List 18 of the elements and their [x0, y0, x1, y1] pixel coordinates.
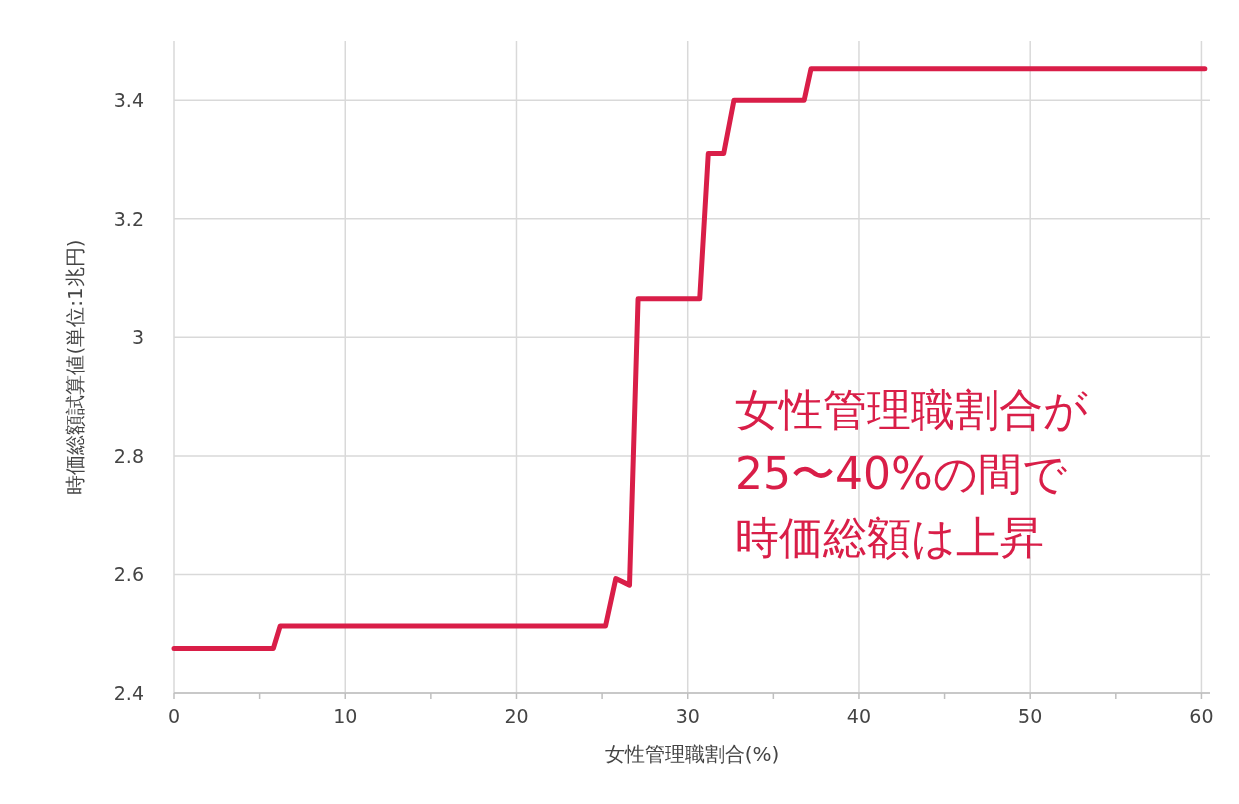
- x-axis-title: 女性管理職割合(%): [604, 742, 780, 766]
- x-tick-label: 50: [1018, 705, 1043, 727]
- x-tick-label: 30: [675, 705, 700, 727]
- x-tick-label: 60: [1189, 705, 1214, 727]
- y-axis-title: 時価総額試算値(単位:1兆円): [63, 239, 87, 495]
- x-tick-label: 10: [333, 705, 358, 727]
- x-tick-label: 0: [167, 705, 181, 727]
- y-tick-label: 3.4: [113, 89, 144, 112]
- y-tick-label: 3.2: [113, 207, 144, 230]
- annotation: 女性管理職割合が: [735, 384, 1088, 435]
- x-tick-label: 40: [846, 705, 872, 727]
- annotation: 時価総額は上昇: [735, 512, 1044, 563]
- y-tick-label: 3: [131, 326, 144, 349]
- y-tick-label: 2.4: [113, 682, 144, 704]
- annotation: 25〜40%の間で: [735, 448, 1067, 499]
- x-tick-label: 20: [504, 705, 529, 727]
- y-tick-label: 2.6: [113, 563, 144, 586]
- y-tick-label: 2.8: [113, 444, 144, 467]
